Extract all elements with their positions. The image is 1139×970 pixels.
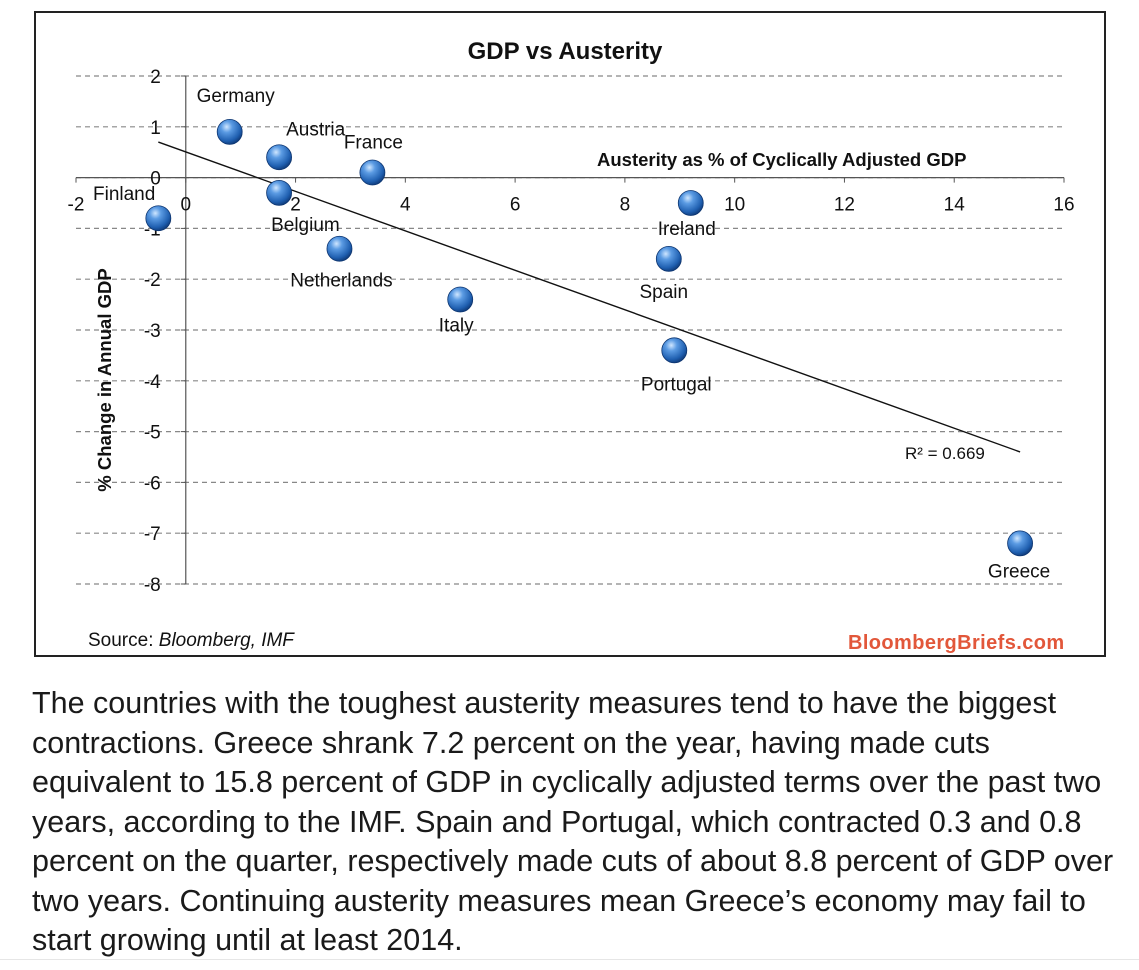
point-label: Portugal	[641, 374, 712, 395]
x-axis-title: Austerity as % of Cyclically Adjusted GD…	[597, 149, 966, 170]
y-tick-label: -2	[144, 270, 161, 291]
data-point	[266, 144, 292, 171]
y-tick-label: 2	[150, 67, 161, 88]
y-tick-label: -7	[144, 524, 161, 545]
x-tick-label: 16	[1053, 195, 1074, 216]
x-tick-label: 8	[620, 195, 631, 216]
x-tick-label: 2	[290, 195, 301, 216]
point-label: Ireland	[658, 219, 716, 240]
x-tick-label: 14	[944, 195, 966, 216]
y-tick-label: -4	[144, 372, 161, 393]
source-prefix: Source:	[88, 630, 154, 651]
brand-logo: BloombergBriefs.com	[848, 632, 1065, 654]
y-tick-label: -3	[144, 321, 161, 342]
y-tick-label: 0	[150, 169, 161, 190]
data-point	[266, 179, 292, 206]
point-label: Spain	[639, 282, 688, 303]
data-point	[677, 190, 704, 216]
y-tick-label: -6	[144, 473, 161, 494]
point-label: France	[344, 133, 403, 154]
x-tick-label: 6	[510, 195, 521, 216]
data-point	[216, 118, 243, 145]
x-tick-label: 12	[834, 195, 855, 216]
point-label: Belgium	[271, 215, 340, 236]
source-note: Source: Bloomberg, IMF	[88, 630, 294, 652]
y-tick-label: -8	[144, 575, 161, 596]
trendline	[158, 141, 1021, 453]
data-point	[1007, 530, 1033, 557]
trendline-r2-label: R² = 0.669	[905, 444, 985, 463]
x-tick-label: -2	[68, 195, 85, 216]
point-label: Italy	[439, 316, 474, 337]
data-point	[447, 286, 474, 313]
data-point	[145, 205, 172, 232]
y-tick-label: 1	[150, 118, 161, 139]
point-label: Germany	[197, 86, 276, 107]
x-tick-label: 0	[180, 195, 191, 216]
data-point	[655, 245, 682, 272]
point-label: Greece	[988, 561, 1050, 582]
divider	[0, 959, 1139, 960]
chart-title: GDP vs Austerity	[468, 38, 663, 65]
y-tick-label: -5	[144, 423, 161, 444]
data-point	[326, 235, 353, 262]
point-label: Netherlands	[290, 271, 392, 292]
source-names: Bloomberg, IMF	[158, 630, 294, 651]
data-point	[359, 159, 386, 186]
x-tick-label: 4	[400, 195, 411, 216]
caption-text: The countries with the toughest austerit…	[32, 686, 1114, 957]
y-axis-title: % Change in Annual GDP	[94, 268, 115, 491]
point-label: Austria	[286, 119, 346, 140]
point-label: Finland	[93, 184, 155, 205]
x-tick-label: 10	[724, 195, 745, 216]
data-point	[661, 337, 688, 364]
chart-frame: 2 1 0 -1 -2 -3 -4 -5 -6 -7 -8 -2 0 2 4 6 8 10 12 14 16 Germa…	[34, 11, 1106, 657]
scatter-chart: 210-1-2-3-4-5-6-7-8-2 0 2 4 6 8 10 12 14 16 Germa…	[68, 38, 1075, 596]
